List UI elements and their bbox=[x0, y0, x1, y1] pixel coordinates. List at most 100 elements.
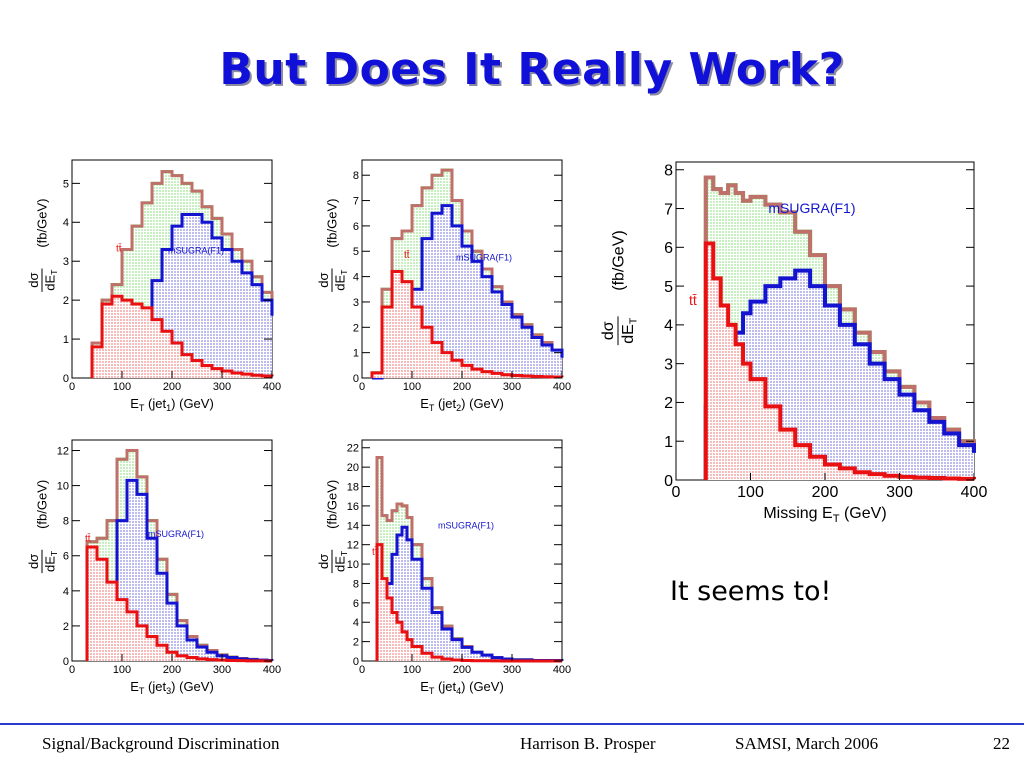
jet1-et-chart: 0 100 200 300 400 0 1 2 3 4 5 tt̄ mSUGRA(F1) dσ dET (fb… bbox=[26, 159, 281, 413]
total-line bbox=[90, 170, 274, 378]
y-tick-label: 5 bbox=[63, 178, 69, 190]
ttbar-line bbox=[375, 543, 562, 663]
y-tick-label: 5 bbox=[353, 246, 359, 258]
x-tick-label: 400 bbox=[553, 381, 571, 393]
callout-text: It seems to! bbox=[670, 576, 832, 607]
x-tick-label: 100 bbox=[737, 484, 764, 501]
footer-page-number: 22 bbox=[993, 734, 1010, 753]
y-tick-label: 2 bbox=[353, 322, 359, 334]
ttbar-line bbox=[90, 294, 274, 378]
ttbar-annotation: tt̄ bbox=[689, 292, 697, 308]
x-tick-label: 100 bbox=[403, 381, 421, 393]
msugra-line bbox=[375, 525, 564, 663]
y-label-numerator: dσ bbox=[316, 273, 331, 288]
y-tick-label: 6 bbox=[353, 598, 359, 610]
y-axis-label: dσ dET (fb/GeV) bbox=[316, 480, 349, 574]
y-tick-label: 2 bbox=[63, 621, 69, 633]
x-tick-label: 300 bbox=[886, 484, 913, 501]
y-tick-label: 0 bbox=[353, 656, 359, 668]
ttbar-fill bbox=[705, 243, 974, 480]
msugra-annotation: mSUGRA(F1) bbox=[438, 520, 494, 530]
y-tick-label: 1 bbox=[63, 334, 69, 346]
ttbar-fill bbox=[87, 546, 272, 661]
msugra-annotation: mSUGRA(F1) bbox=[456, 252, 512, 262]
ttbar-line bbox=[85, 545, 272, 663]
x-tick-label: 100 bbox=[403, 664, 421, 676]
y-label-denominator: dET bbox=[332, 270, 349, 291]
ttbar-fill bbox=[377, 544, 562, 661]
x-axis-label: ET (jet4) (GeV) bbox=[420, 679, 504, 696]
x-tick-label: 400 bbox=[263, 664, 281, 676]
jet3-et-chart: 0 100 200 300 400 0 2 4 6 8 10 12 tt̄ mSUGRA(F1) dσ dET… bbox=[26, 439, 281, 696]
x-axis-label: ET (jet3) (GeV) bbox=[130, 679, 214, 696]
total-line bbox=[703, 175, 976, 480]
x-tick-label: 400 bbox=[961, 484, 988, 501]
y-tick-label: 3 bbox=[664, 356, 673, 373]
y-tick-label: 0 bbox=[63, 373, 69, 385]
x-tick-label: 100 bbox=[113, 381, 131, 393]
y-tick-label: 4 bbox=[664, 318, 673, 335]
x-tick-label: 200 bbox=[163, 381, 181, 393]
y-tick-label: 2 bbox=[353, 637, 359, 649]
x-tick-label: 200 bbox=[453, 664, 471, 676]
x-axis-label: ET (jet2) (GeV) bbox=[420, 396, 504, 413]
y-tick-label: 4 bbox=[63, 217, 69, 229]
x-axis-label: ET (jet1) (GeV) bbox=[130, 396, 214, 413]
y-tick-label: 7 bbox=[664, 201, 673, 218]
y-tick-label: 1 bbox=[664, 434, 673, 451]
x-tick-label: 400 bbox=[263, 381, 281, 393]
y-tick-label: 16 bbox=[347, 501, 359, 513]
jet2-et-chart: 0 100 200 300 400 0 1 2 3 4 5 6 7 8 tt̄ mSUGRA(F1) dσ dET… bbox=[316, 159, 571, 413]
ttbar-annotation: tt̄ bbox=[116, 242, 122, 254]
y-tick-label: 4 bbox=[353, 272, 359, 284]
ttbar-annotation: tt̄ bbox=[85, 532, 91, 544]
y-tick-label: 12 bbox=[57, 445, 69, 457]
jet4-et-chart: 0 100 200 300 400 0 2 4 6 8 10 12 14 16 18 20 22 tt̄ mSUGR… bbox=[316, 439, 571, 696]
x-tick-label: 100 bbox=[113, 664, 131, 676]
msugra-annotation: mSUGRA(F1) bbox=[168, 246, 224, 256]
y-label-denominator: dET bbox=[42, 270, 59, 291]
y-label-numerator: dσ bbox=[600, 321, 617, 340]
ttbar-fill bbox=[92, 296, 272, 378]
y-tick-label: 4 bbox=[353, 617, 359, 629]
y-tick-label: 3 bbox=[63, 256, 69, 268]
y-tick-label: 8 bbox=[664, 163, 673, 180]
y-tick-label: 0 bbox=[353, 373, 359, 385]
y-tick-label: 10 bbox=[57, 481, 69, 493]
y-label-numerator: dσ bbox=[26, 273, 41, 288]
y-label-denominator: dET bbox=[620, 317, 639, 344]
x-tick-label: 0 bbox=[69, 664, 75, 676]
y-label-units: (fb/GeV) bbox=[35, 199, 50, 248]
y-tick-label: 3 bbox=[353, 297, 359, 309]
ttbar-fill bbox=[372, 271, 562, 378]
missing-et-chart: 0 100 200 300 400 0 1 2 3 4 5 6 7 8 tt̄ mSUGRA(F1) dσ dET… bbox=[600, 161, 988, 525]
y-label-units: (fb/GeV) bbox=[325, 480, 340, 529]
y-tick-label: 6 bbox=[63, 551, 69, 563]
y-tick-label: 0 bbox=[63, 656, 69, 668]
y-label-denominator: dET bbox=[42, 551, 59, 572]
y-tick-label: 10 bbox=[347, 559, 359, 571]
y-label-units: (fb/GeV) bbox=[325, 199, 340, 248]
x-tick-label: 200 bbox=[812, 484, 839, 501]
x-tick-label: 300 bbox=[213, 664, 231, 676]
y-axis-label: dσ dET (fb/GeV) bbox=[26, 480, 59, 574]
x-tick-label: 300 bbox=[503, 664, 521, 676]
y-tick-label: 12 bbox=[347, 540, 359, 552]
y-tick-label: 1 bbox=[353, 348, 359, 360]
x-tick-label: 0 bbox=[672, 484, 681, 501]
x-tick-label: 400 bbox=[553, 664, 571, 676]
footer-topic: Signal/Background Discrimination bbox=[42, 734, 280, 753]
x-tick-label: 200 bbox=[453, 381, 471, 393]
y-tick-label: 8 bbox=[353, 170, 359, 182]
y-tick-label: 6 bbox=[353, 221, 359, 233]
y-tick-label: 2 bbox=[664, 395, 673, 412]
y-tick-label: 22 bbox=[347, 443, 359, 455]
footer-divider bbox=[0, 723, 1024, 725]
y-axis-label: dσ dET (fb/GeV) bbox=[600, 230, 639, 346]
ttbar-line bbox=[370, 270, 564, 379]
y-tick-label: 0 bbox=[664, 473, 673, 490]
y-label-numerator: dσ bbox=[26, 554, 41, 569]
ttbar-line bbox=[703, 241, 976, 481]
ttbar-annotation: tt̄ bbox=[404, 249, 410, 261]
x-axis-label: Missing ET (GeV) bbox=[763, 505, 886, 525]
